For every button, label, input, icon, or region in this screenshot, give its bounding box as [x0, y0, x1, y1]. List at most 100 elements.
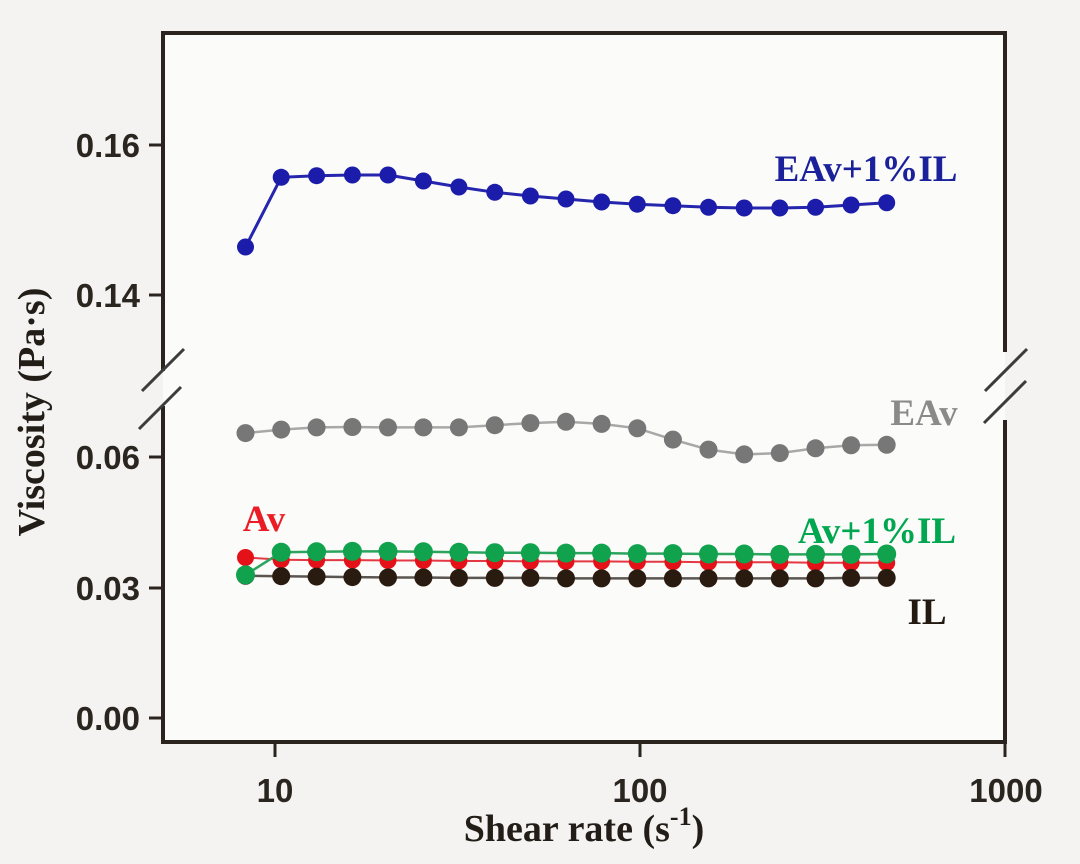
series-label-eav-1il: EAv+1%IL: [775, 149, 958, 190]
x-axis-title-main: Shear rate (s: [464, 808, 670, 850]
data-point-il: [272, 567, 291, 586]
data-point-av-1il: [806, 544, 825, 564]
x-tick-label-100: 100: [612, 772, 667, 809]
data-point-av-1il: [734, 544, 754, 564]
data-point-eav: [663, 430, 682, 449]
data-point-il: [414, 568, 433, 587]
x-axis-title: Shear rate (s-1): [464, 802, 704, 850]
data-point-eav-1il: [521, 187, 539, 205]
data-point-eav: [414, 418, 433, 437]
data-point-il: [770, 569, 789, 588]
y-tick-label-003: 0.03: [76, 570, 140, 607]
series-label-av: Av: [243, 499, 286, 540]
data-point-eav: [485, 416, 504, 435]
data-point-eav-1il: [842, 196, 860, 214]
y-tick-label-000: 0.00: [76, 700, 140, 737]
data-point-av-1il: [236, 565, 255, 585]
x-axis-title-close: ): [692, 808, 705, 850]
x-tick-label-1000: 1000: [969, 772, 1042, 809]
series-label-av-1il: Av+1%IL: [798, 511, 956, 552]
data-point-eav: [449, 418, 468, 437]
data-point-av-1il: [841, 544, 861, 564]
data-point-av-1il: [627, 544, 647, 564]
data-point-eav: [770, 444, 789, 463]
data-point-il: [307, 567, 326, 586]
data-point-il: [592, 569, 611, 588]
data-point-eav-1il: [771, 199, 789, 217]
data-point-eav: [272, 420, 291, 439]
data-point-il: [663, 569, 682, 588]
data-point-eav-1il: [379, 166, 397, 184]
series-label-eav: EAv: [890, 393, 958, 434]
data-point-eav: [343, 418, 362, 436]
data-point-av-1il: [271, 542, 291, 562]
data-point-eav-1il: [557, 190, 575, 208]
data-point-eav-1il: [237, 238, 254, 256]
x-tick-label-10: 10: [257, 772, 294, 809]
data-point-eav-1il: [593, 193, 611, 211]
data-point-eav: [557, 412, 575, 431]
data-point-av-1il: [770, 544, 790, 564]
data-point-eav: [842, 436, 861, 455]
data-point-il: [842, 568, 861, 587]
data-point-eav-1il: [308, 167, 326, 185]
data-point-av-1il: [556, 543, 576, 563]
data-point-av-1il: [663, 544, 683, 564]
data-point-eav: [307, 418, 326, 437]
data-point-il: [735, 569, 754, 588]
data-point-eav-1il: [414, 172, 432, 190]
data-point-av-1il: [699, 544, 718, 564]
data-point-eav-1il: [450, 178, 468, 196]
data-point-av-1il: [520, 543, 540, 563]
data-point-av-1il: [449, 542, 469, 562]
data-point-eav-1il: [735, 199, 753, 217]
data-point-eav-1il: [272, 168, 290, 186]
plot-frame: [161, 31, 1007, 744]
x-axis-title-superscript: -1: [670, 802, 692, 831]
data-point-eav: [699, 440, 718, 459]
data-point-il: [521, 568, 540, 587]
y-tick-label-006: 0.06: [76, 439, 140, 476]
data-point-il: [485, 568, 504, 587]
series-label-il: IL: [907, 592, 946, 633]
data-point-eav: [806, 439, 825, 458]
plot-area: [163, 33, 1005, 742]
data-point-eav: [592, 414, 611, 433]
data-point-eav-1il: [700, 198, 717, 216]
data-point-il: [343, 568, 362, 587]
data-point-av-1il: [378, 541, 398, 561]
series-group: [236, 166, 897, 588]
y-tick-label-016: 0.16: [76, 127, 140, 164]
data-point-eav-1il: [878, 194, 896, 212]
data-point-eav: [628, 419, 647, 438]
data-point-eav: [379, 418, 397, 437]
data-point-il: [379, 568, 397, 587]
data-point-eav-1il: [628, 195, 646, 213]
data-point-av-1il: [342, 541, 362, 561]
data-point-il: [877, 568, 896, 587]
data-point-eav: [735, 445, 754, 464]
data-point-il: [557, 569, 575, 588]
axis-break-marks: [137, 347, 1029, 431]
data-point-il: [449, 568, 468, 587]
data-point-av-1il: [307, 542, 327, 562]
data-point-eav: [236, 424, 255, 443]
data-point-eav: [877, 435, 896, 454]
data-point-av-1il: [592, 543, 612, 563]
data-point-av-1il: [413, 542, 433, 562]
data-point-eav: [521, 414, 540, 433]
tick-marks: [149, 143, 1007, 757]
data-point-av-1il: [485, 543, 505, 563]
data-point-il: [699, 569, 718, 588]
data-point-il: [628, 569, 647, 588]
data-point-av: [237, 549, 254, 566]
data-point-il: [806, 569, 825, 588]
y-tick-label-014: 0.14: [76, 277, 141, 314]
data-point-eav-1il: [807, 198, 824, 216]
data-point-eav-1il: [343, 166, 361, 184]
data-point-eav-1il: [664, 197, 682, 215]
y-axis-title: Viscosity (Pa·s): [11, 288, 53, 537]
data-point-av-1il: [877, 544, 897, 564]
